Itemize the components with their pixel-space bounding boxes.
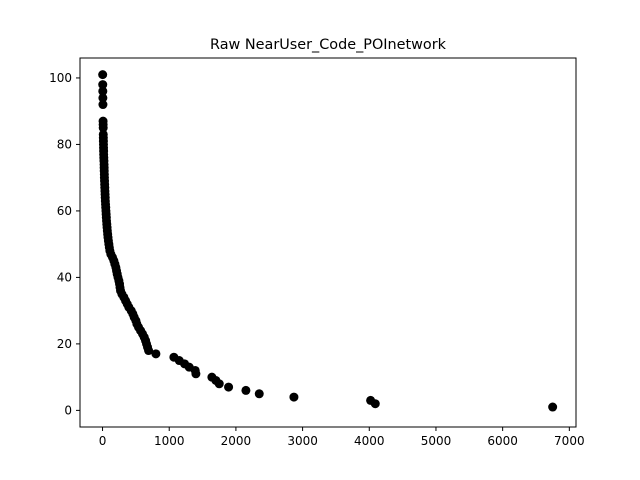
data-point xyxy=(98,70,108,80)
y-tick-label: 60 xyxy=(57,204,72,218)
data-point xyxy=(144,346,154,356)
data-point xyxy=(191,369,201,379)
data-point xyxy=(548,402,558,412)
data-points xyxy=(98,70,558,412)
data-point xyxy=(151,349,161,359)
data-point xyxy=(98,100,108,110)
x-tick-label: 2000 xyxy=(221,434,252,448)
plot-area-frame xyxy=(79,57,577,428)
y-axis-ticks: 0 20 40 60 80 100 xyxy=(49,71,80,417)
data-point xyxy=(370,399,380,409)
data-point xyxy=(214,379,224,389)
data-point xyxy=(289,392,299,402)
y-tick-label: 0 xyxy=(64,403,72,417)
y-tick-label: 80 xyxy=(57,137,72,151)
data-point xyxy=(98,86,108,96)
y-tick-label: 100 xyxy=(49,71,72,85)
data-point xyxy=(98,123,108,133)
data-point xyxy=(98,80,108,90)
data-point xyxy=(98,93,108,103)
data-point xyxy=(224,382,234,392)
data-point xyxy=(254,389,264,399)
x-tick-label: 5000 xyxy=(421,434,452,448)
x-tick-label: 1000 xyxy=(154,434,185,448)
y-tick-label: 40 xyxy=(57,270,72,284)
x-tick-label: 0 xyxy=(99,434,107,448)
x-tick-label: 3000 xyxy=(287,434,318,448)
x-axis-ticks: 0 1000 2000 3000 4000 5000 6000 7000 xyxy=(99,427,585,448)
chart-title: Raw NearUser_Code_POInetwork xyxy=(210,37,447,53)
y-tick-label: 20 xyxy=(57,337,72,351)
x-tick-label: 4000 xyxy=(354,434,385,448)
x-tick-label: 6000 xyxy=(487,434,518,448)
data-point xyxy=(241,385,251,395)
x-tick-label: 7000 xyxy=(554,434,585,448)
